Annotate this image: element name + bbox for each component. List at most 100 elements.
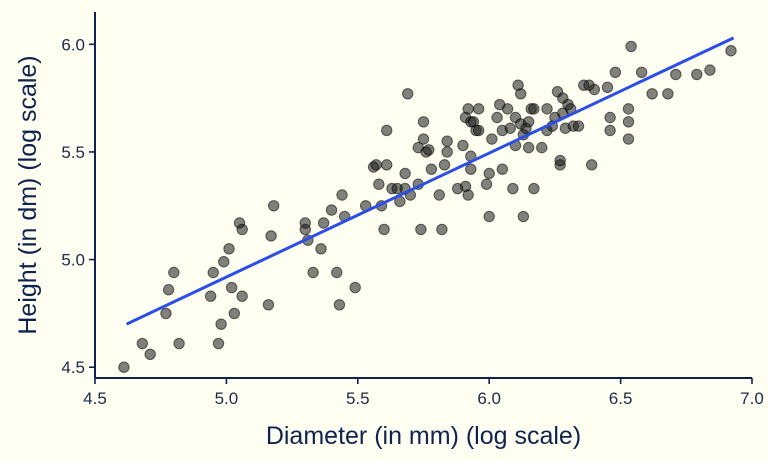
data-point [507, 182, 519, 195]
y-axis-title: Height (in dm) (log scale) [14, 55, 42, 334]
data-point [601, 81, 614, 94]
axes: 4.5 5.0 5.5 6.0 6.5 7.0 4.5 5.0 5.5 6.0 [61, 12, 764, 408]
data-point [436, 223, 448, 236]
data-point [465, 163, 477, 175]
data-point [173, 337, 185, 350]
y-tick-label: 5.0 [61, 251, 85, 270]
data-point [662, 88, 674, 100]
x-axis-title: Diameter (in mm) (log scale) [266, 422, 581, 450]
data-point [144, 348, 156, 361]
data-point [515, 88, 527, 100]
data-point [625, 40, 637, 53]
data-point [635, 66, 648, 78]
data-point [333, 299, 346, 311]
x-tick-label: 5.0 [215, 389, 239, 408]
data-point [491, 111, 503, 124]
data-point [462, 189, 474, 201]
data-point [225, 281, 238, 294]
data-point [472, 124, 485, 137]
data-point [604, 111, 616, 124]
y-tick-label: 6.0 [61, 35, 85, 54]
data-point [554, 154, 566, 167]
data-point [517, 210, 530, 223]
data-point [670, 68, 682, 81]
data-point [691, 68, 703, 81]
data-point [212, 337, 225, 350]
data-point [496, 163, 509, 175]
data-point [262, 299, 275, 311]
x-ticks: 4.5 5.0 5.5 6.0 6.5 7.0 [83, 378, 764, 408]
data-point [417, 116, 430, 128]
data-point [588, 83, 601, 96]
data-points [118, 40, 737, 373]
data-point [441, 135, 453, 147]
data-point [299, 217, 311, 229]
data-point [572, 120, 585, 132]
data-point [118, 361, 130, 373]
data-point [472, 103, 485, 115]
data-point [160, 307, 172, 320]
data-point [370, 159, 382, 171]
y-tick-label: 5.5 [61, 143, 85, 162]
data-point [438, 159, 451, 171]
data-point [136, 337, 149, 350]
data-point [704, 64, 716, 76]
data-point [528, 182, 540, 195]
data-point [373, 178, 385, 190]
x-tick-label: 6.5 [609, 389, 633, 408]
data-point [504, 122, 516, 134]
data-point [228, 307, 240, 320]
data-point [168, 266, 180, 279]
data-point [441, 146, 453, 158]
data-point [399, 167, 411, 180]
data-point [317, 217, 330, 229]
data-point [218, 256, 230, 268]
x-tick-label: 5.5 [346, 389, 370, 408]
data-point [483, 167, 495, 180]
data-point [483, 210, 495, 223]
data-point [622, 116, 635, 128]
x-tick-label: 7.0 [740, 389, 764, 408]
data-point [536, 141, 548, 154]
data-point [204, 290, 217, 302]
data-point [215, 318, 227, 330]
data-point [381, 124, 393, 137]
data-point [162, 284, 175, 296]
data-point [349, 281, 361, 294]
data-point [646, 88, 658, 100]
data-point [325, 204, 338, 216]
data-point [522, 141, 535, 154]
data-point [622, 133, 635, 145]
data-point [207, 266, 219, 279]
data-point [604, 124, 616, 137]
data-point [236, 223, 248, 236]
data-point [402, 88, 414, 100]
data-point [378, 223, 390, 236]
data-point [268, 200, 280, 212]
data-point [223, 243, 235, 255]
data-point [457, 139, 469, 152]
data-point [486, 133, 498, 145]
x-tick-label: 4.5 [83, 389, 107, 408]
y-tick-label: 4.5 [61, 358, 85, 377]
data-point [425, 163, 438, 175]
data-point [528, 103, 540, 115]
data-point [417, 133, 430, 145]
y-ticks: 4.5 5.0 5.5 6.0 [61, 35, 95, 377]
data-point [609, 66, 622, 78]
data-point [522, 116, 535, 128]
data-point [315, 243, 327, 255]
data-point [585, 159, 598, 171]
data-point [480, 178, 493, 190]
data-point [462, 103, 474, 115]
data-point [331, 266, 343, 279]
data-point [541, 103, 553, 115]
data-point [307, 266, 319, 279]
data-point [336, 189, 348, 201]
data-point [265, 230, 277, 242]
data-point [622, 103, 635, 115]
regression-line [125, 36, 735, 326]
data-point [433, 189, 445, 201]
data-point [381, 159, 393, 171]
